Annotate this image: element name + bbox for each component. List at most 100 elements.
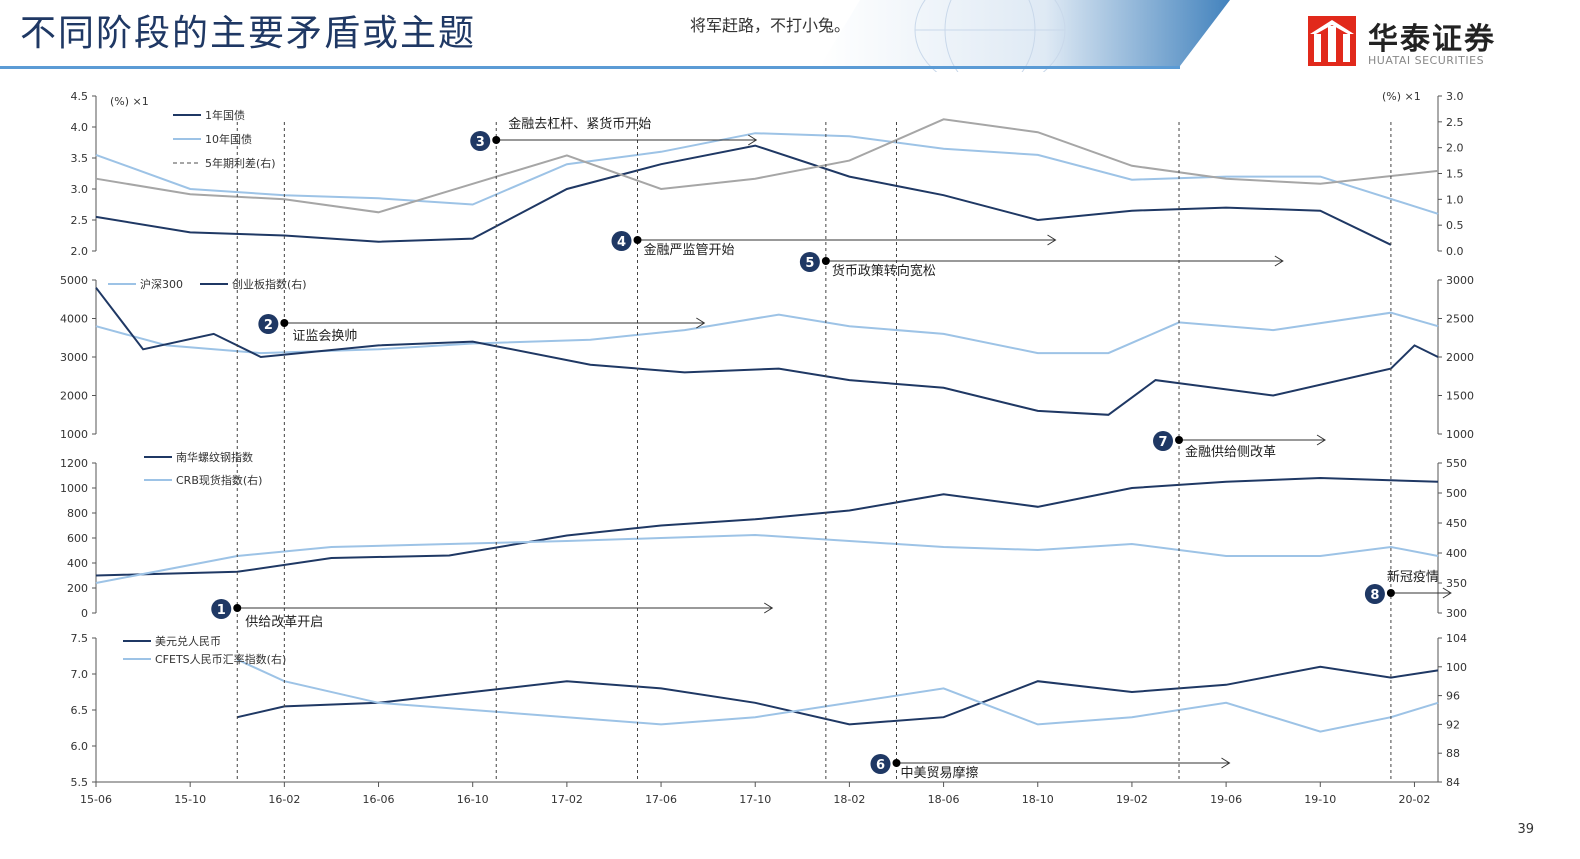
event-2: 2 证监会换帅	[258, 314, 706, 344]
huatai-logo-icon	[1308, 16, 1356, 66]
legend-label: CFETS人民币汇率指数(右)	[155, 652, 286, 666]
left-tick-label: 2000	[60, 390, 88, 403]
x-tick-label: 16-02	[268, 793, 300, 806]
right-tick-label: 0.5	[1446, 219, 1464, 232]
left-tick-label: 2.0	[71, 245, 89, 258]
header-band	[0, 0, 1230, 72]
logo-english-name: HUATAI SECURITIES	[1368, 54, 1485, 67]
event-annotations: 1 供给改革开启 2 证监会换帅 3 金融去杠杆、紧货币开始 4 金融严监管开始 5 货币政策转向…	[211, 116, 1452, 781]
event-dot	[280, 319, 289, 327]
x-tick-label: 16-06	[363, 793, 395, 806]
huatai-logo: 华泰证券 HUATAI SECURITIES	[1308, 14, 1528, 70]
right-tick-label: 2000	[1446, 351, 1474, 364]
legend-label: 南华螺纹钢指数	[176, 450, 253, 464]
event-number: 7	[1158, 435, 1167, 450]
right-tick-label: 104	[1446, 632, 1467, 645]
page-number: 39	[1517, 822, 1534, 837]
event-number: 1	[217, 603, 226, 618]
event-dot	[1175, 436, 1184, 444]
right-tick-label: 450	[1446, 517, 1467, 530]
series-line	[95, 476, 1439, 577]
event-dot	[1386, 589, 1395, 597]
left-tick-label: 4.5	[71, 90, 89, 103]
right-tick-label: 1000	[1446, 428, 1474, 441]
right-tick-label: 88	[1446, 747, 1460, 760]
right-tick-label: 1.5	[1446, 168, 1464, 181]
event-dot	[492, 136, 501, 144]
left-tick-label: 1200	[60, 457, 88, 470]
legend-label: 创业板指数(右)	[232, 277, 307, 291]
event-dot	[633, 236, 642, 244]
event-lines	[236, 122, 1392, 782]
legend-label: 美元兑人民币	[155, 634, 221, 648]
x-tick-label: 18-10	[1022, 793, 1054, 806]
legend-label: 10年国债	[205, 132, 252, 146]
event-3: 3 金融去杠杆、紧货币开始	[470, 116, 758, 151]
event-label: 货币政策转向宽松	[832, 263, 936, 279]
event-4: 4 金融严监管开始	[611, 231, 1057, 258]
legend-label: 5年期利差(右)	[205, 156, 276, 170]
event-number: 3	[476, 135, 485, 150]
left-tick-label: 1000	[60, 428, 88, 441]
chart-panel-2: 5000 4000 3000 2000 1000 3000 2500 2000 1500 1000…	[60, 274, 1474, 441]
x-tick-label: 17-06	[645, 793, 677, 806]
chart-panel-4: 7.5 7.0 6.5 6.0 5.5 104 100 96 92 88 84 美元兑人民币 CFETS…	[71, 632, 1468, 789]
left-tick-label: 7.0	[71, 668, 89, 681]
event-1: 1 供给改革开启	[211, 599, 774, 630]
event-6: 6 中美贸易摩擦	[870, 754, 1231, 781]
event-arrowhead	[696, 317, 706, 329]
right-tick-label: 1500	[1446, 390, 1474, 403]
left-tick-label: 3.5	[71, 152, 89, 165]
event-badge	[611, 231, 632, 251]
left-tick-label: 4.0	[71, 121, 89, 134]
right-tick-label: 92	[1446, 718, 1460, 731]
series-line	[237, 665, 1439, 726]
event-number: 8	[1370, 588, 1379, 603]
left-tick-label: 800	[67, 507, 88, 520]
event-badge	[1364, 584, 1385, 604]
right-tick-label: 2.5	[1446, 116, 1464, 129]
event-8: 8 新冠疫情	[1364, 569, 1452, 604]
event-badge	[211, 599, 232, 619]
logo-chinese-name: 华泰证券	[1368, 22, 1496, 57]
right-tick-label: 3.0	[1446, 90, 1464, 103]
left-tick-label: 2.5	[71, 214, 89, 227]
event-arrowhead	[763, 602, 774, 614]
chart-panel-3: 1200 1000 800 600 400 200 0 550 500 450 400 350 300 南…	[60, 450, 1467, 620]
right-tick-label: 96	[1446, 690, 1460, 703]
x-tick-label: 19-10	[1304, 793, 1336, 806]
event-number: 4	[617, 235, 626, 250]
event-number: 6	[876, 758, 885, 773]
event-label: 证监会换帅	[292, 329, 357, 344]
slide-title: 不同阶段的主要矛盾或主题	[20, 13, 477, 54]
event-badge	[1153, 431, 1174, 451]
left-tick-label: 1000	[60, 482, 88, 495]
left-tick-label: 6.0	[71, 740, 89, 753]
x-tick-label: 17-10	[739, 793, 771, 806]
event-dot	[233, 604, 242, 612]
legend-label: 1年国债	[205, 108, 245, 122]
legend-label: 沪深300	[140, 277, 183, 291]
x-tick-label: 20-02	[1398, 793, 1430, 806]
right-tick-label: 350	[1446, 577, 1467, 590]
right-tick-label: 400	[1446, 547, 1467, 560]
x-tick-label: 18-02	[833, 793, 865, 806]
left-tick-label: 7.5	[71, 632, 89, 645]
event-label: 金融去杠杆、紧货币开始	[508, 116, 651, 132]
x-tick-label: 17-02	[551, 793, 583, 806]
left-tick-label: 5000	[60, 274, 88, 287]
event-5: 5 货币政策转向宽松	[799, 252, 1284, 279]
right-unit-label: (%) ×1	[1382, 90, 1421, 103]
event-number: 2	[264, 318, 273, 333]
left-tick-label: 4000	[60, 313, 88, 326]
x-axis: 15-06 15-10 16-02 16-06 16-10 17-02 17-06 17-10…	[80, 781, 1438, 806]
event-label: 金融严监管开始	[644, 242, 735, 258]
event-arrowhead	[1047, 234, 1057, 246]
right-tick-label: 84	[1446, 776, 1460, 789]
event-label: 金融供给侧改革	[1185, 444, 1276, 460]
left-tick-label: 5.5	[71, 776, 89, 789]
x-tick-label: 15-06	[80, 793, 112, 806]
event-badge	[799, 252, 820, 272]
right-tick-label: 100	[1446, 661, 1467, 674]
left-tick-label: 6.5	[71, 704, 89, 717]
